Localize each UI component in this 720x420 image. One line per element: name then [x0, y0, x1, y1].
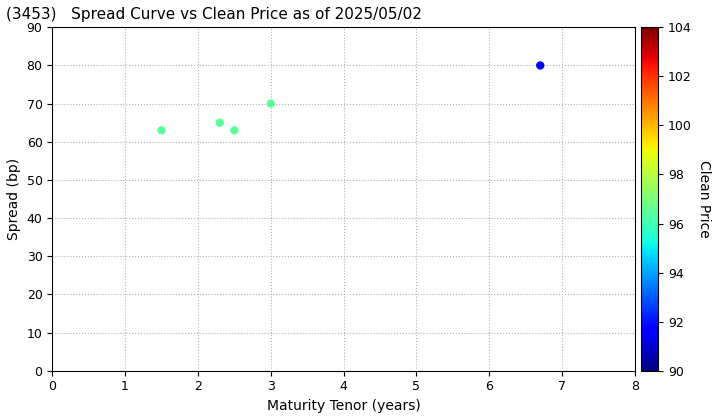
Y-axis label: Clean Price: Clean Price	[698, 160, 711, 238]
Point	[156, 127, 167, 134]
Text: (3453)   Spread Curve vs Clean Price as of 2025/05/02: (3453) Spread Curve vs Clean Price as of…	[6, 7, 421, 22]
Y-axis label: Spread (bp): Spread (bp)	[7, 158, 21, 240]
Point	[534, 62, 546, 69]
Point	[214, 119, 225, 126]
Point	[228, 127, 240, 134]
Point	[265, 100, 276, 107]
X-axis label: Maturity Tenor (years): Maturity Tenor (years)	[266, 399, 420, 413]
